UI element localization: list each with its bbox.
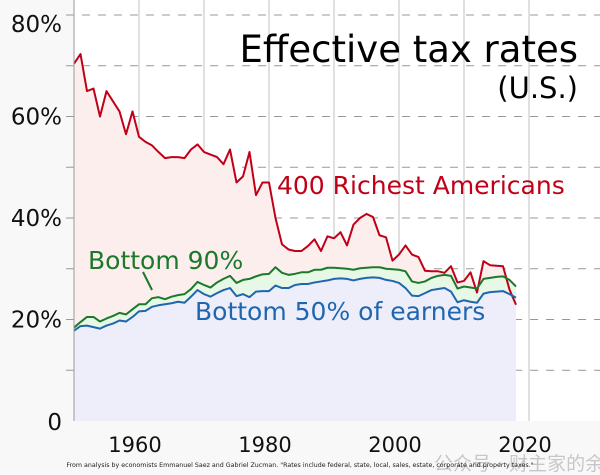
y-tick-label: 0 [47,410,62,436]
series-label-bottom-50: Bottom 50% of earners [195,297,485,326]
x-tick-label: 1980 [238,433,291,457]
watermark: 公众号 · 财主家的余粮 [434,453,600,475]
x-tick-label: 2000 [368,433,421,457]
series-label-bottom-90: Bottom 90% [88,246,243,275]
footnote: From analysis by economists Emmanuel Sae… [66,462,533,469]
area-fill-bottom-90 [74,267,516,331]
y-tick-label: 60% [11,105,62,131]
x-tick-label: 2020 [498,433,551,457]
area-fill-bottom-50 [74,277,516,421]
series-line-bottom-90 [73,266,517,329]
series-line-bottom-50 [73,276,517,332]
y-tick-label: 20% [11,308,62,334]
area-fill-richest-400 [74,54,516,328]
series-label-richest: 400 Richest Americans [277,171,565,200]
y-tick-label: 80% [11,12,62,38]
x-tick-label: 1960 [108,433,161,457]
x-tick-labels: 1960 1980 2000 2020 [108,433,551,457]
series-line-richest-400 [73,53,517,306]
leader-line-bottom-90 [142,271,153,291]
chart-title: Effective tax rates [240,28,578,71]
y-tick-label: 40% [11,206,62,232]
area-fills [74,54,516,421]
chart-subtitle: (U.S.) [497,71,578,105]
y-tick-labels: 0 20% 40% 60% 80% [11,12,62,436]
series-lines [73,53,517,332]
